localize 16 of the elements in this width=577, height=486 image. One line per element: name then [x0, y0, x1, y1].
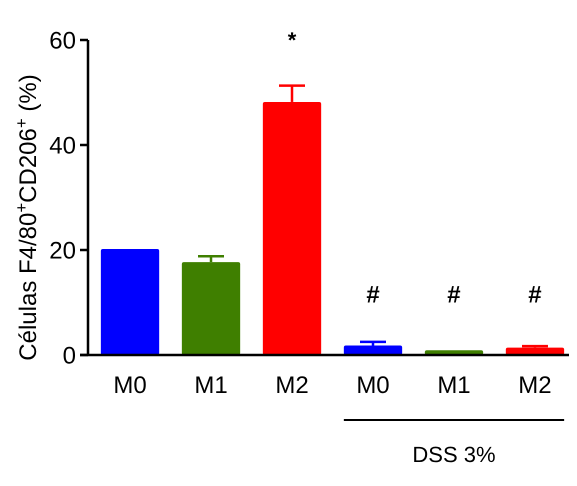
x-tick-label: M1: [437, 372, 471, 399]
x-tick-label: M0: [113, 372, 147, 399]
annotation: #: [366, 282, 380, 308]
y-tick-label: 40: [49, 132, 76, 160]
annotation: #: [447, 282, 461, 308]
y-tick-label: 20: [49, 237, 76, 264]
annotation: *: [288, 28, 297, 53]
x-tick-label: M2: [518, 372, 552, 399]
x-tick-label: M0: [356, 372, 390, 399]
text: DSS 3%: [412, 442, 496, 467]
y-tick-label: 60: [49, 27, 76, 54]
x-tick-label: M1: [194, 372, 228, 399]
bar: [100, 248, 160, 355]
annotation: #: [528, 282, 542, 308]
x-tick-label: M2: [275, 372, 309, 399]
y-tick-label: 0: [62, 342, 76, 370]
